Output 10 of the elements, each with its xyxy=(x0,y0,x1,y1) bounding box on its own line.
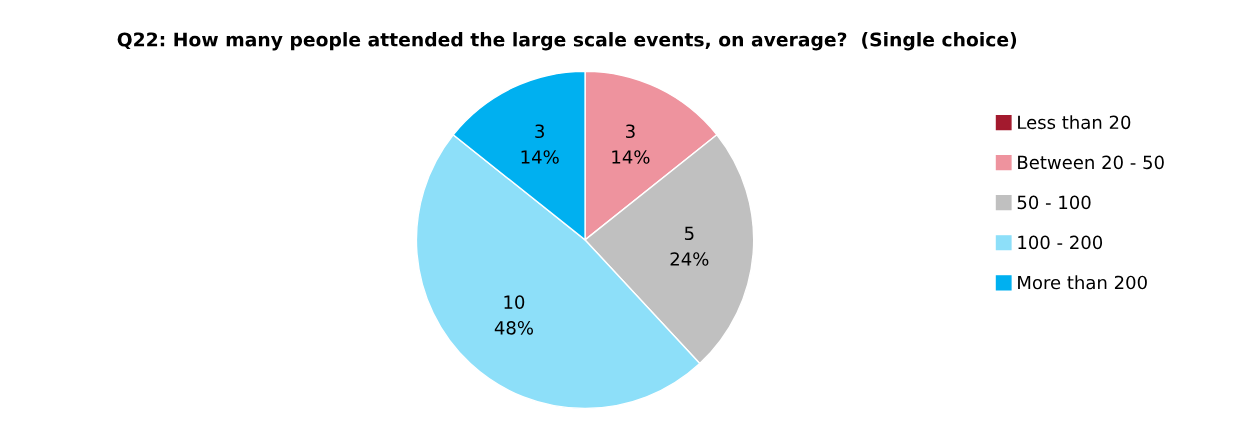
legend-label: 50 - 100 xyxy=(1017,195,1091,210)
legend-label: Less than 20 xyxy=(1018,115,1131,130)
chart-title: Q22: How many people attended the large scale events, on average? (Single choice) xyxy=(117,32,1017,51)
data-label: 3 14% xyxy=(521,124,559,164)
data-label: 10 48% xyxy=(494,295,534,335)
legend-label: 100 - 200 xyxy=(1018,235,1103,250)
data-label: 5 24% xyxy=(670,226,709,266)
legend-label: More than 200 xyxy=(1018,275,1147,290)
data-label: 3 14% xyxy=(612,124,650,164)
legend-label: Between 20 - 50 xyxy=(1018,155,1164,170)
